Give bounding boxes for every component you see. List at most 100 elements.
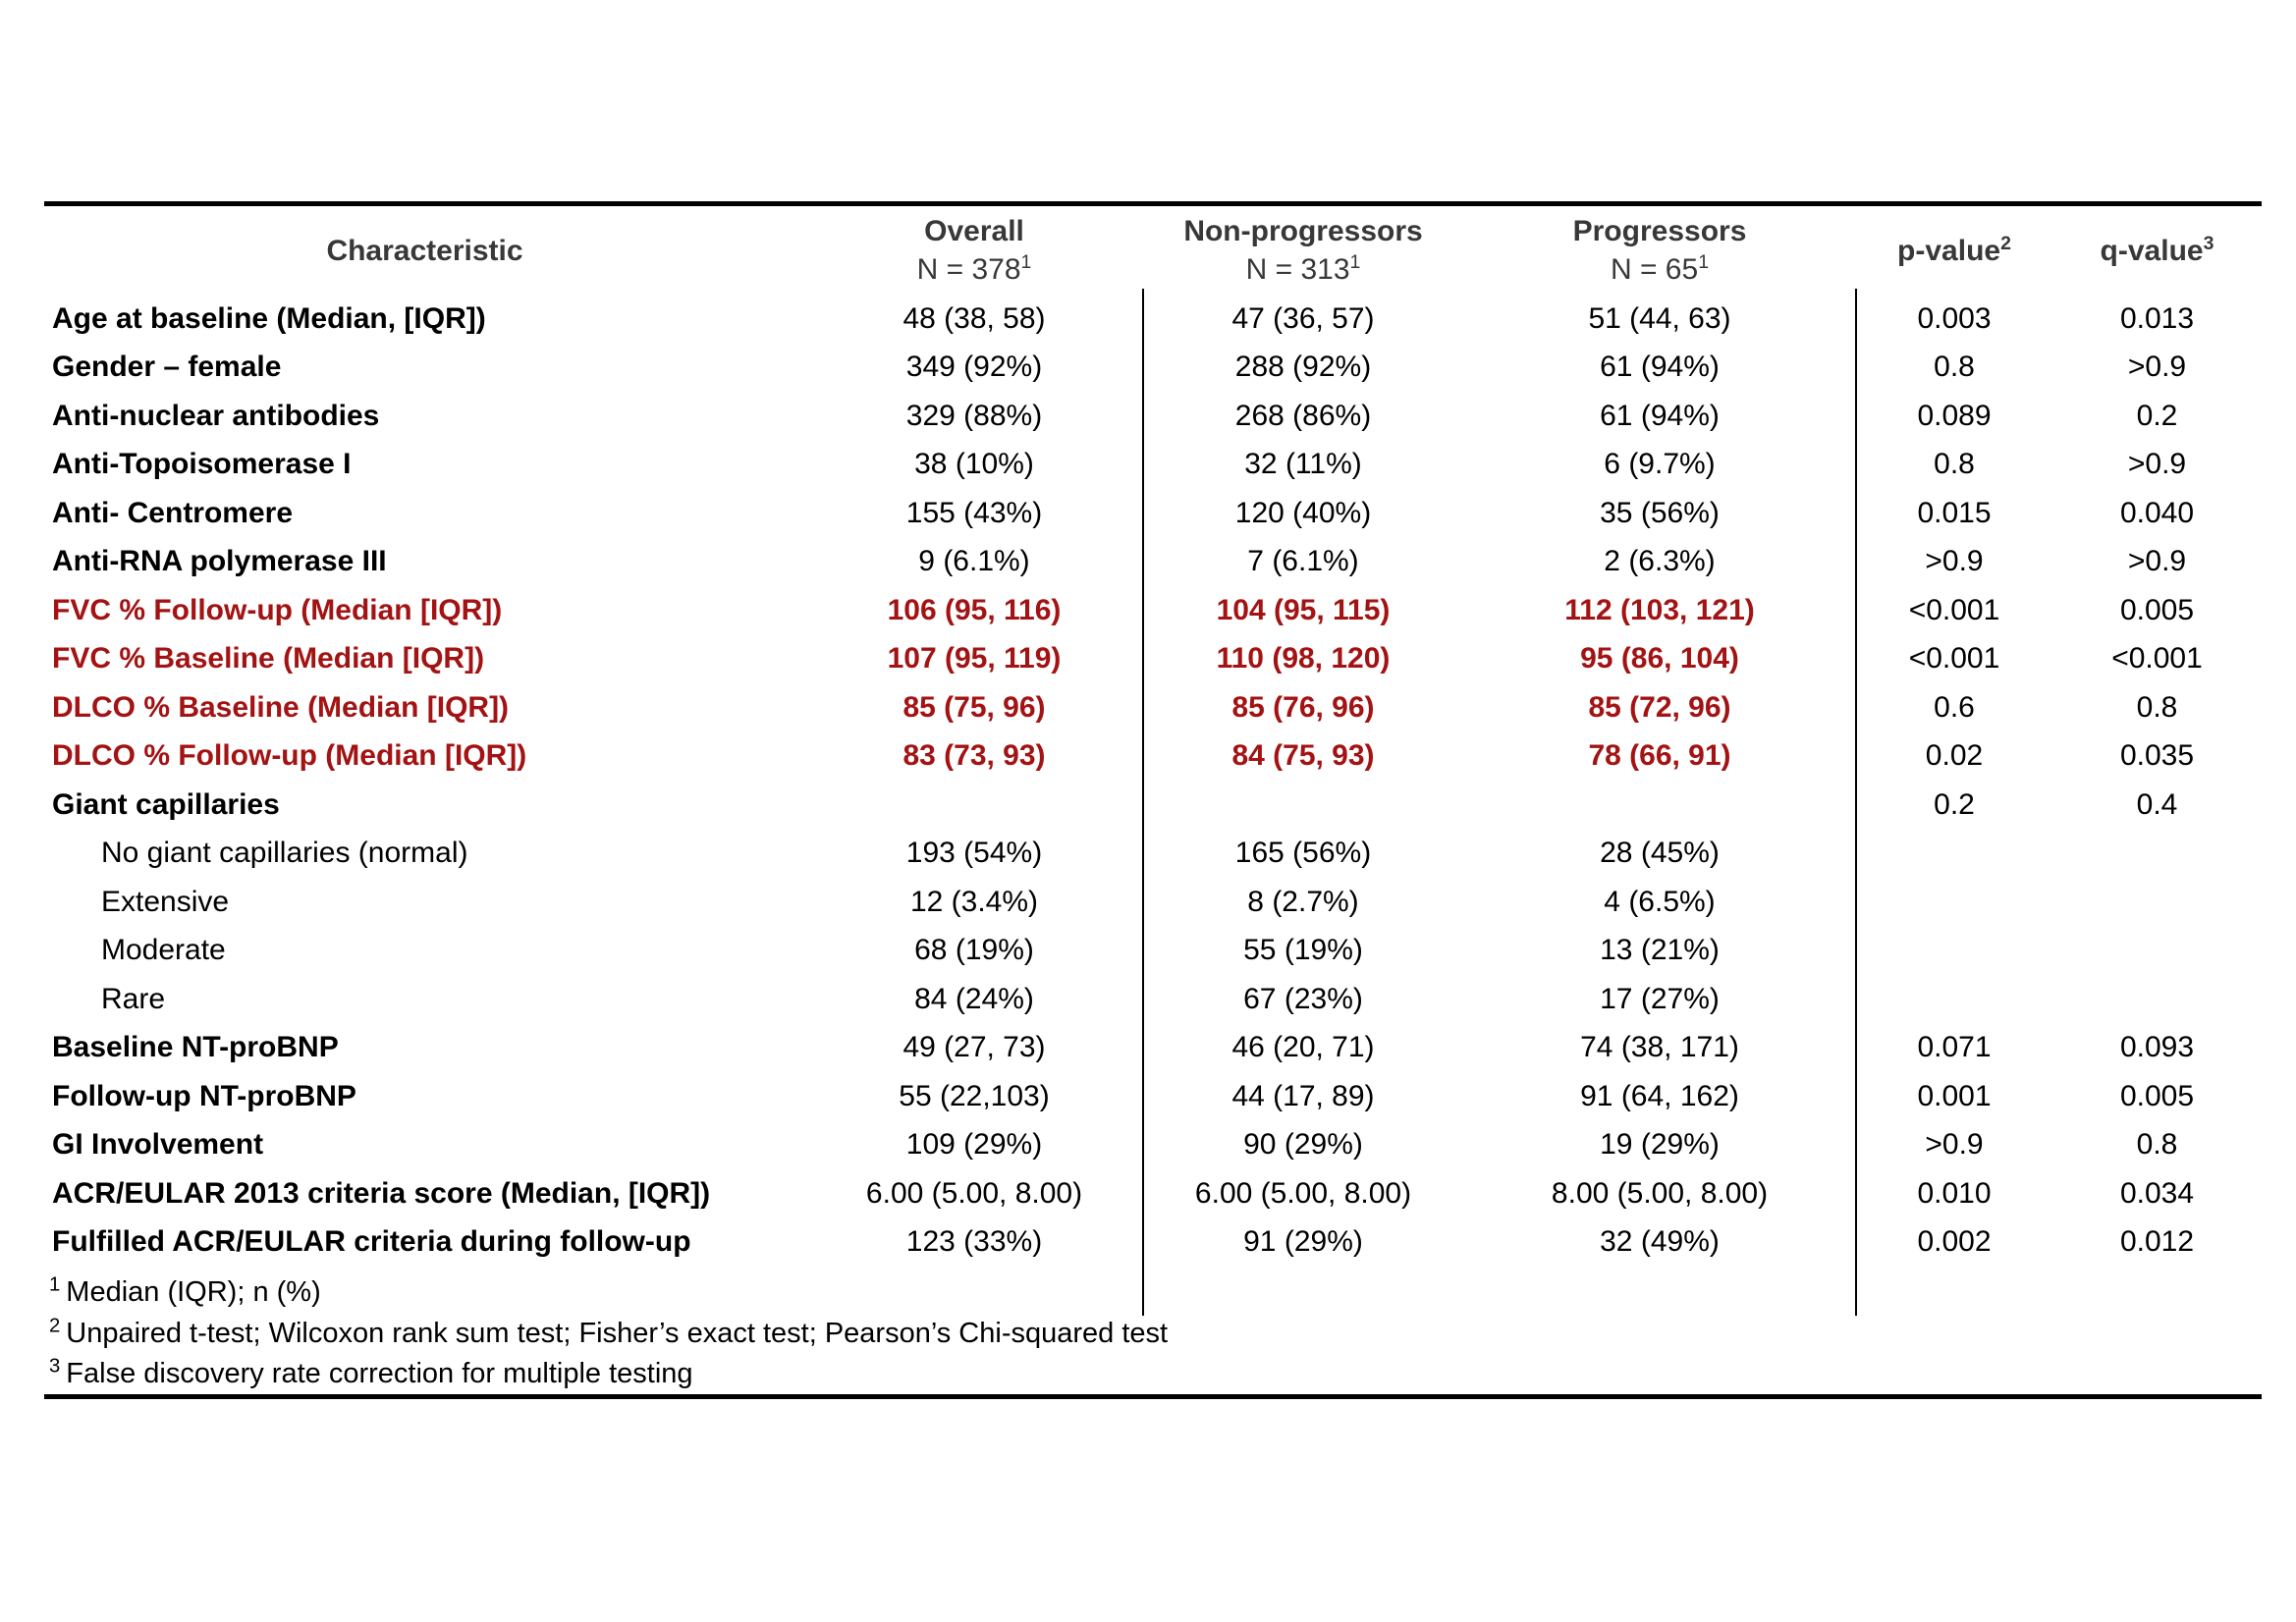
table-bottom-rule bbox=[44, 1394, 2262, 1399]
cell-q-value: 0.4 bbox=[2136, 787, 2178, 821]
cell-p-value: 0.8 bbox=[1934, 448, 1975, 481]
table-row: FVC % Follow-up (Median [IQR]) 106 (95, … bbox=[44, 586, 2262, 635]
cell-progressors: 6 (9.7%) bbox=[1604, 448, 1716, 481]
cell-progressors: 13 (21%) bbox=[1600, 934, 1720, 967]
table-row: Giant capillaries 0.2 0.4 bbox=[44, 781, 2262, 830]
cell-q-value: 0.8 bbox=[2136, 690, 2178, 724]
cell-q-value: 0.2 bbox=[2136, 399, 2178, 432]
cell-overall: 106 (95, 116) bbox=[887, 593, 1062, 626]
cell-non-progressors: 8 (2.7%) bbox=[1247, 885, 1359, 918]
cell-non-progressors: 32 (11%) bbox=[1244, 448, 1362, 481]
cell-p-value: 0.001 bbox=[1917, 1079, 1992, 1112]
column-divider-overall bbox=[1142, 289, 1144, 1316]
cell-progressors: 85 (72, 96) bbox=[1588, 690, 1731, 724]
header-p-value: p-value2 bbox=[1897, 232, 2011, 267]
cell-p-value: 0.071 bbox=[1917, 1031, 1992, 1064]
footnote-2: 2 Unpaired t-test; Wilcoxon rank sum test… bbox=[49, 1314, 1169, 1349]
cell-q-value: 0.012 bbox=[2119, 1225, 2195, 1259]
cell-q-value: 0.035 bbox=[2119, 739, 2195, 773]
table-row: Age at baseline (Median, [IQR]) 48 (38, … bbox=[44, 295, 2262, 344]
cell-overall: 55 (22,103) bbox=[899, 1079, 1050, 1112]
table-header: Characteristic Overall N = 3781 Non-prog… bbox=[44, 206, 2262, 295]
cell-characteristic: Extensive bbox=[101, 885, 230, 918]
table-row: Baseline NT-proBNP 49 (27, 73) 46 (20, 7… bbox=[44, 1024, 2262, 1073]
cell-p-value: 0.6 bbox=[1934, 690, 1975, 724]
cell-non-progressors: 44 (17, 89) bbox=[1231, 1079, 1375, 1112]
cell-q-value bbox=[2052, 830, 2262, 879]
cell-non-progressors bbox=[1143, 781, 1463, 830]
cell-overall: 84 (24%) bbox=[914, 982, 1034, 1015]
table-row: Anti- Centromere 155 (43%) 120 (40%) 35 … bbox=[44, 489, 2262, 538]
table-row: Follow-up NT-proBNP 55 (22,103) 44 (17, … bbox=[44, 1072, 2262, 1121]
cell-non-progressors: 120 (40%) bbox=[1234, 496, 1372, 529]
cell-p-value: 0.8 bbox=[1934, 351, 1975, 384]
cell-p-value: 0.02 bbox=[1925, 739, 1984, 773]
cell-non-progressors: 91 (29%) bbox=[1243, 1225, 1363, 1259]
cell-non-progressors: 46 (20, 71) bbox=[1231, 1031, 1375, 1064]
cell-overall: 68 (19%) bbox=[914, 934, 1034, 967]
table-row: Fulfilled ACR/EULAR criteria during foll… bbox=[44, 1218, 2262, 1268]
header-non-progressors-n: N = 3131 bbox=[1245, 251, 1361, 286]
cell-progressors: 78 (66, 91) bbox=[1588, 739, 1731, 773]
cell-progressors: 32 (49%) bbox=[1600, 1225, 1720, 1259]
header-non-progressors: Non-progressors N = 3131 bbox=[1143, 206, 1463, 295]
cell-q-value: 0.005 bbox=[2119, 593, 2195, 626]
cell-overall: 38 (10%) bbox=[914, 448, 1034, 481]
cell-overall: 49 (27, 73) bbox=[902, 1031, 1046, 1064]
cell-overall: 85 (75, 96) bbox=[902, 690, 1046, 724]
column-divider-pvalue bbox=[1855, 289, 1857, 1316]
table-row: No giant capillaries (normal) 193 (54%) … bbox=[44, 830, 2262, 879]
cell-progressors: 91 (64, 162) bbox=[1580, 1079, 1739, 1112]
header-overall-name: Overall bbox=[924, 215, 1024, 247]
header-progressors-n: N = 651 bbox=[1610, 251, 1710, 286]
cell-characteristic: Anti-nuclear antibodies bbox=[52, 399, 380, 432]
header-progressors: Progressors N = 651 bbox=[1463, 206, 1856, 295]
cell-progressors: 74 (38, 171) bbox=[1580, 1031, 1739, 1064]
cell-q-value: 0.013 bbox=[2119, 301, 2195, 335]
cell-q-value: 0.034 bbox=[2119, 1176, 2195, 1210]
cell-characteristic: Rare bbox=[101, 982, 166, 1015]
cell-characteristic: Anti-RNA polymerase III bbox=[52, 545, 387, 578]
cell-q-value: >0.9 bbox=[2127, 351, 2187, 384]
header-progressors-name: Progressors bbox=[1572, 215, 1747, 247]
cell-non-progressors: 165 (56%) bbox=[1234, 837, 1372, 870]
cell-characteristic: DLCO % Baseline (Median [IQR]) bbox=[52, 690, 510, 724]
cell-overall: 9 (6.1%) bbox=[918, 545, 1030, 578]
cell-p-value bbox=[1856, 878, 2052, 927]
footnotes: 1 Median (IQR); n (%) 2 Unpaired t-test; W… bbox=[49, 1272, 1168, 1395]
footnote-1: 1 Median (IQR); n (%) bbox=[49, 1273, 321, 1308]
cell-overall: 12 (3.4%) bbox=[909, 885, 1039, 918]
cell-q-value: 0.005 bbox=[2119, 1079, 2195, 1112]
cell-p-value: 0.003 bbox=[1917, 301, 1992, 335]
cell-non-progressors: 104 (95, 115) bbox=[1216, 593, 1391, 626]
cell-characteristic: FVC % Follow-up (Median [IQR]) bbox=[52, 593, 503, 626]
header-non-progressors-name: Non-progressors bbox=[1183, 215, 1423, 247]
cell-q-value: <0.001 bbox=[2111, 642, 2203, 676]
cell-p-value bbox=[1856, 830, 2052, 879]
table-row: DLCO % Follow-up (Median [IQR]) 83 (73, … bbox=[44, 732, 2262, 782]
header-q-value: q-value3 bbox=[2100, 232, 2214, 267]
header-overall-n: N = 3781 bbox=[916, 251, 1032, 286]
cell-overall: 349 (92%) bbox=[905, 351, 1043, 384]
cell-non-progressors: 268 (86%) bbox=[1234, 399, 1372, 432]
cell-p-value bbox=[1856, 927, 2052, 976]
table-row: GI Involvement 109 (29%) 90 (29%) 19 (29… bbox=[44, 1121, 2262, 1170]
cell-overall: 83 (73, 93) bbox=[902, 739, 1046, 773]
cell-non-progressors: 110 (98, 120) bbox=[1216, 642, 1391, 676]
cell-characteristic: Anti- Centromere bbox=[52, 496, 294, 529]
cell-characteristic: ACR/EULAR 2013 criteria score (Median, [… bbox=[52, 1176, 711, 1210]
cell-overall: 193 (54%) bbox=[905, 837, 1043, 870]
table-row: ACR/EULAR 2013 criteria score (Median, [… bbox=[44, 1169, 2262, 1218]
header-row: Characteristic Overall N = 3781 Non-prog… bbox=[44, 206, 2262, 295]
cell-characteristic: Anti-Topoisomerase I bbox=[52, 448, 352, 481]
table-row: Anti-Topoisomerase I 38 (10%) 32 (11%) 6… bbox=[44, 441, 2262, 490]
cell-p-value: 0.2 bbox=[1934, 787, 1975, 821]
cell-characteristic: Age at baseline (Median, [IQR]) bbox=[52, 301, 486, 335]
cell-characteristic: Baseline NT-proBNP bbox=[52, 1031, 339, 1064]
cell-characteristic: FVC % Baseline (Median [IQR]) bbox=[52, 642, 485, 676]
cell-overall: 123 (33%) bbox=[905, 1225, 1043, 1259]
header-overall: Overall N = 3781 bbox=[805, 206, 1143, 295]
table-row: Anti-nuclear antibodies 329 (88%) 268 (8… bbox=[44, 392, 2262, 441]
cell-q-value: 0.040 bbox=[2119, 496, 2195, 529]
